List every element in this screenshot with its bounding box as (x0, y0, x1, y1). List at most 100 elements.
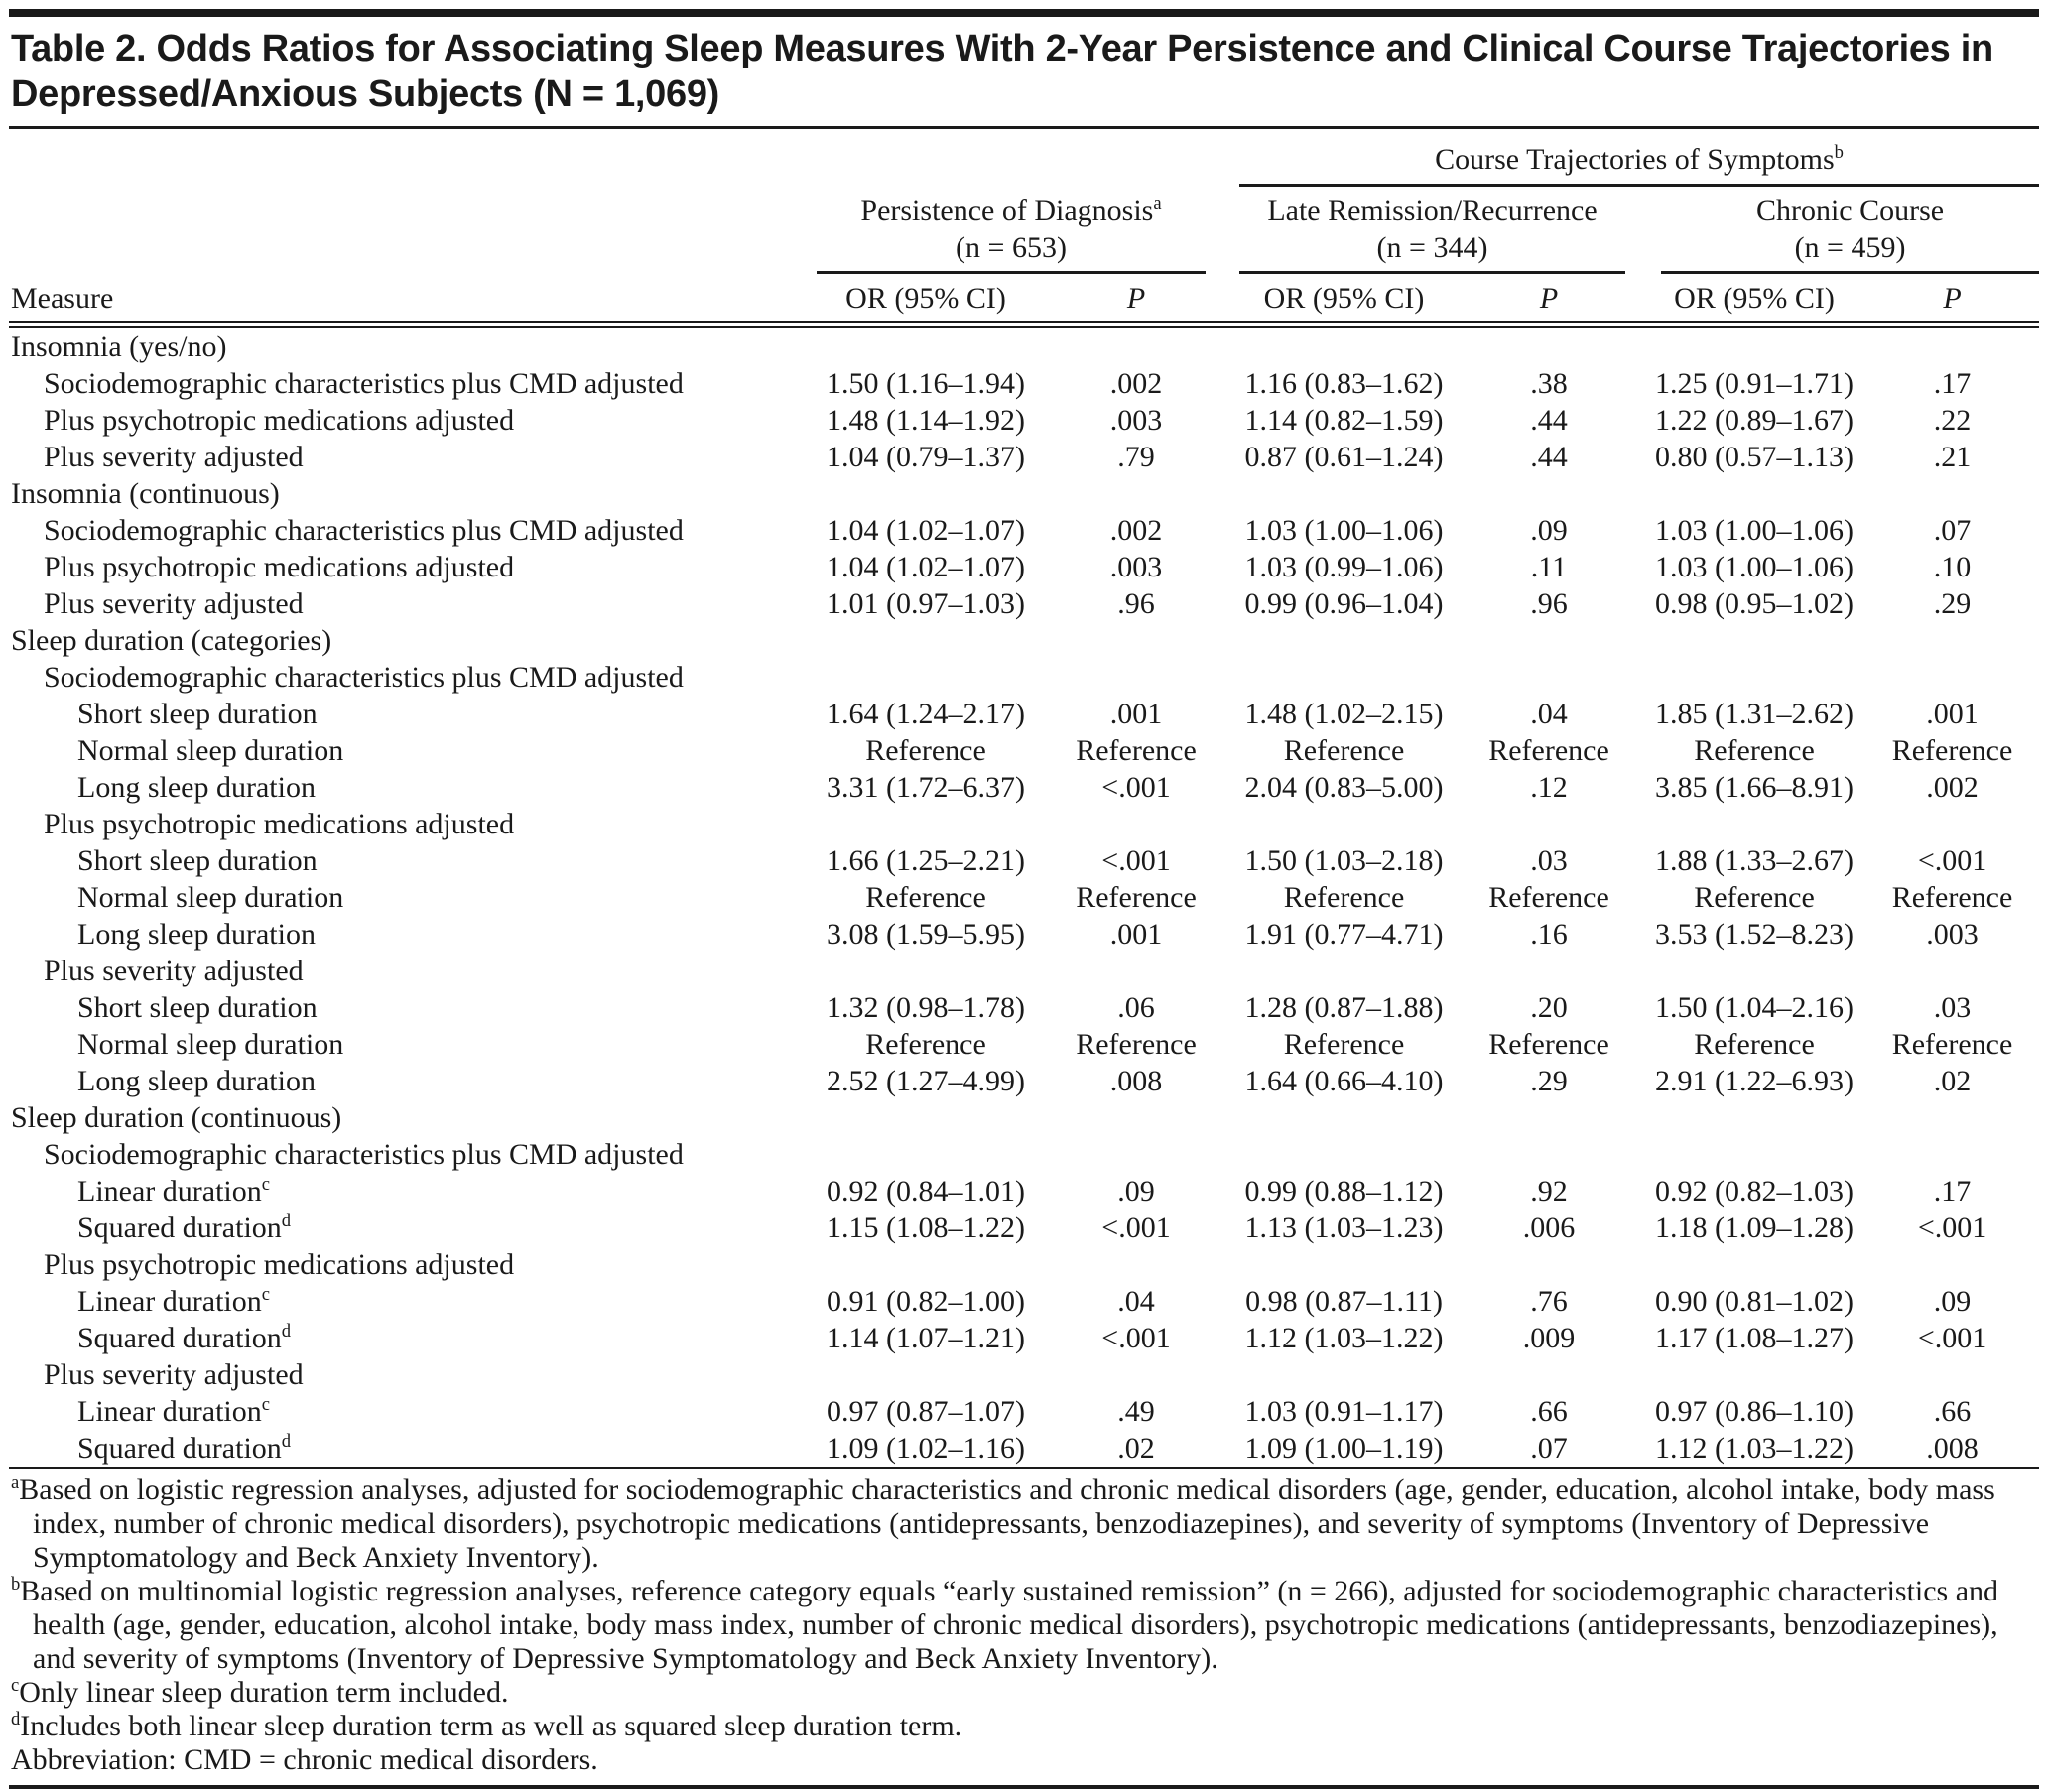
or-ci-cell: 0.91 (0.82–1.00) (827, 1285, 1025, 1318)
table-row: Sociodemographic characteristics plus CM… (9, 365, 2039, 402)
p-value-cell: .11 (1530, 551, 1568, 583)
footnote-marker-d: d (281, 1321, 292, 1342)
or-ci-cell: Reference (865, 881, 986, 914)
table-row: Squared durationd 1.15 (1.08–1.22) <.001 1.… (9, 1210, 2039, 1246)
column-header-row: Measure OR (95% CI) P OR (95% CI) P OR (… (9, 274, 2040, 328)
or-ci-cell: Reference (1694, 881, 1815, 914)
or-ci-cell (1643, 475, 1865, 512)
p-column-header: P (1865, 274, 2040, 328)
p-value-cell: .21 (1933, 441, 1972, 473)
p-value-cell (1865, 953, 2039, 989)
p-value-cell: .12 (1530, 771, 1568, 804)
header-spacer (9, 187, 813, 274)
p-value-cell: .001 (1109, 918, 1163, 951)
p-value-cell (1039, 1246, 1233, 1283)
p-value-cell (1455, 1246, 1643, 1283)
section-row: Sociodemographic characteristics plus CM… (9, 1136, 2039, 1173)
or-ci-cell: 1.85 (1.31–2.62) (1655, 698, 1854, 730)
table-row: Squared durationd 1.14 (1.07–1.21) <.001 1.… (9, 1320, 2039, 1356)
or-ci-cell: 1.64 (1.24–2.17) (827, 698, 1025, 730)
or-ci-cell: 0.92 (0.82–1.03) (1655, 1175, 1854, 1208)
or-ci-cell (1233, 1136, 1455, 1173)
measure-label: Plus severity adjusted (44, 1358, 304, 1391)
or-ci-cell: 1.50 (1.16–1.94) (827, 367, 1025, 400)
chronic-course-n: (n = 459) (1794, 231, 1906, 264)
or-ci-cell (1643, 806, 1865, 842)
or-ci-cell: 1.04 (0.79–1.37) (827, 441, 1025, 473)
or-ci-cell: 1.14 (0.82–1.59) (1244, 404, 1444, 437)
or-ci-cell (1233, 1099, 1455, 1136)
footnote-marker-d: d (281, 1431, 292, 1452)
measure-label: Sleep duration (categories) (11, 624, 332, 657)
p-value-cell: .04 (1530, 698, 1568, 730)
or-ci-cell: 1.03 (1.00–1.06) (1655, 551, 1854, 583)
p-value-cell: .76 (1530, 1285, 1568, 1318)
or-ci-cell: 3.08 (1.59–5.95) (827, 918, 1025, 951)
p-value-cell: .22 (1933, 404, 1972, 437)
or-ci-cell (1643, 1356, 1865, 1393)
p-value-cell: .66 (1530, 1395, 1568, 1428)
late-remission-header: Late Remission/Recurrence (n = 344) (1233, 187, 1643, 274)
p-value-cell: <.001 (1101, 844, 1171, 877)
or-ci-cell: 1.91 (0.77–4.71) (1244, 918, 1444, 951)
measure-label: Insomnia (yes/no) (11, 330, 227, 363)
or-ci-cell (813, 475, 1039, 512)
measure-label: Long sleep duration (77, 1065, 316, 1097)
p-value-cell: .29 (1530, 1065, 1568, 1097)
p-value-cell: Reference (1076, 734, 1197, 767)
or-ci-cell: Reference (1283, 881, 1405, 914)
or-ci-cell: 2.91 (1.22–6.93) (1655, 1065, 1854, 1097)
measure-label: Plus severity adjusted (44, 441, 304, 473)
or-ci-cell: 3.31 (1.72–6.37) (827, 771, 1025, 804)
p-value-cell: .06 (1117, 991, 1155, 1024)
footnote-marker-a: a (11, 1472, 20, 1493)
p-value-cell (1039, 475, 1233, 512)
p-value-cell (1865, 622, 2039, 659)
or-ci-cell: 2.52 (1.27–4.99) (827, 1065, 1025, 1097)
footnote-marker-c: c (11, 1675, 20, 1696)
or-ci-cell (813, 1099, 1039, 1136)
table-row: Linear durationc 0.92 (0.84–1.01) .09 0.99 … (9, 1173, 2039, 1210)
p-value-cell: .001 (1926, 698, 1979, 730)
section-row: Plus severity adjusted (9, 953, 2039, 989)
p-value-cell: .49 (1117, 1395, 1155, 1428)
group-header-row: Course Trajectories of Symptomsb (9, 131, 2040, 187)
or-ci-cell (813, 1246, 1039, 1283)
or-ci-cell (813, 659, 1039, 696)
section-row: Plus psychotropic medications adjusted (9, 806, 2039, 842)
late-remission-n: (n = 344) (1376, 231, 1488, 264)
table-row: Long sleep duration 2.52 (1.27–4.99) .008 1… (9, 1063, 2039, 1099)
or-ci-cell: 0.97 (0.87–1.07) (827, 1395, 1025, 1428)
or-ci-cell: 1.13 (1.03–1.23) (1244, 1212, 1444, 1244)
measure-label: Sociodemographic characteristics plus CM… (44, 514, 684, 547)
p-value-cell: .44 (1530, 404, 1568, 437)
or-ci-cell: 0.80 (0.57–1.13) (1655, 441, 1854, 473)
p-value-cell: .92 (1530, 1175, 1568, 1208)
or-ci-cell: 1.16 (0.83–1.62) (1244, 367, 1444, 400)
p-value-cell: <.001 (1917, 1322, 1987, 1354)
or-ci-cell: 1.50 (1.03–2.18) (1244, 844, 1444, 877)
table-row: Short sleep duration 1.32 (0.98–1.78) .06 1… (9, 989, 2039, 1026)
or-ci-cell: 1.88 (1.33–2.67) (1655, 844, 1854, 877)
table-row: Linear durationc 0.91 (0.82–1.00) .04 0.98 … (9, 1283, 2039, 1320)
footnote-d: dIncludes both linear sleep duration ter… (11, 1709, 962, 1742)
or-ci-cell: 3.85 (1.66–8.91) (1655, 771, 1854, 804)
p-value-cell: <.001 (1101, 1212, 1171, 1244)
measure-label: Short sleep duration (77, 844, 318, 877)
or-ci-cell: 0.98 (0.87–1.11) (1245, 1285, 1443, 1318)
p-value-cell (1865, 1136, 2039, 1173)
p-value-cell: .66 (1933, 1395, 1972, 1428)
p-value-cell: .07 (1455, 1430, 1643, 1469)
table-row: Plus severity adjusted 1.01 (0.97–1.03) .9… (9, 585, 2039, 622)
or-ci-cell: 1.01 (0.97–1.03) (827, 587, 1025, 620)
column-group-row: Persistence of Diagnosisa (n = 653) Late… (9, 187, 2040, 274)
measure-label: Plus psychotropic medications adjusted (44, 404, 515, 437)
p-value-cell (1455, 1356, 1643, 1393)
or-ci-cell: 1.48 (1.14–1.92) (827, 404, 1025, 437)
late-remission-label: Late Remission/Recurrence (1267, 194, 1598, 227)
p-value-cell: <.001 (1101, 771, 1171, 804)
p-value-cell: Reference (1488, 1028, 1609, 1061)
footnote-marker-b: b (11, 1574, 21, 1595)
section-row: Plus psychotropic medications adjusted (9, 1246, 2039, 1283)
